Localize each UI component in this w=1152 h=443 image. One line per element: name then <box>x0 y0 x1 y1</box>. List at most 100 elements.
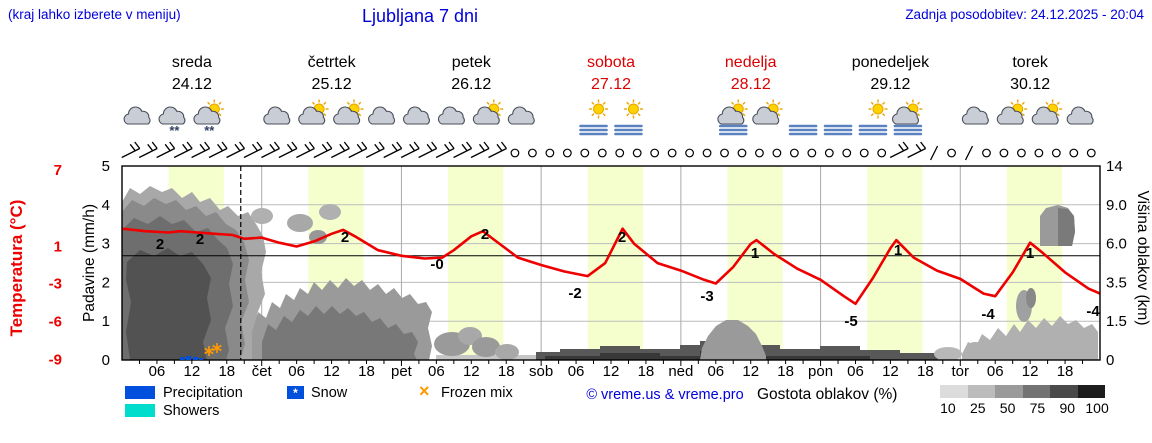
wind-barb <box>400 141 420 159</box>
x-axis-label: čet <box>252 363 273 380</box>
wind-calm <box>632 148 642 158</box>
day-name: ponedeljek <box>852 54 930 71</box>
wind-barb <box>488 141 507 159</box>
wind-calm <box>580 148 590 158</box>
weather-icon-moon-cloud <box>263 102 291 125</box>
x-axis-label: 06 <box>288 363 305 380</box>
wind-calm <box>755 148 764 158</box>
cloud-shape <box>1058 208 1075 246</box>
cloud-density-swatch <box>1077 385 1105 398</box>
temp-tick: -9 <box>49 352 62 369</box>
x-axis-label: sob <box>529 363 553 380</box>
weather-icon-moon-cloud <box>961 102 989 125</box>
wind-calm <box>650 148 660 158</box>
wind-barb <box>453 141 473 159</box>
x-axis-label: 18 <box>1057 363 1074 380</box>
weather-icon-fog-sun <box>858 99 888 136</box>
x-axis-label: 06 <box>428 363 445 380</box>
weather-icon-cloud <box>437 106 465 125</box>
cloud-density-swatch <box>1022 385 1050 398</box>
weather-icon-fog-sun-cloud <box>892 99 923 136</box>
day-name: sobota <box>587 54 635 71</box>
cloud-density-tick: 100 <box>1085 400 1109 416</box>
weather-icon-sun-cloud <box>333 99 364 125</box>
cloud-cover-shapes <box>122 186 1098 360</box>
temp-tick: 7 <box>54 162 62 179</box>
wind-calm <box>859 148 869 158</box>
wind-calm <box>947 148 956 158</box>
cloud-density-tick: 10 <box>940 400 956 416</box>
cloud-height-tick: 1.5 <box>1106 313 1127 330</box>
x-axis-label: 18 <box>358 363 375 380</box>
wind-calm <box>562 148 572 158</box>
wind-barb <box>889 141 909 159</box>
weather-icon-fog-sun-cloud <box>717 99 748 136</box>
x-axis-label: 18 <box>498 363 515 380</box>
temperature-value: 1 <box>1026 245 1034 262</box>
cloud-density-tick: 90 <box>1059 400 1076 416</box>
cloud-density-label: Gostota oblakov (%) <box>757 386 898 403</box>
frozen-mix-mark <box>204 347 214 355</box>
x-axis-label: 12 <box>184 363 201 380</box>
cloud-shape <box>262 306 418 360</box>
showers-swatch <box>125 404 155 417</box>
temperature-value: 1 <box>894 242 902 259</box>
cloud-density-tick: 25 <box>969 400 986 416</box>
x-axis-label: 06 <box>149 363 166 380</box>
x-axis-label: 18 <box>638 363 655 380</box>
svg-text:**: ** <box>204 123 215 138</box>
weather-icon-sun-cloud <box>1031 99 1063 125</box>
wind-calm <box>999 148 1009 158</box>
wind-barb <box>331 141 350 159</box>
day-date: 27.12 <box>591 76 631 93</box>
precip-mark <box>193 357 198 360</box>
precip-mark <box>199 358 203 360</box>
wind-calm <box>528 148 537 158</box>
wind-calm <box>510 148 520 158</box>
frozen-mix-label: Frozen mix <box>441 385 513 401</box>
wind-barb <box>296 141 315 159</box>
day-name: nedelja <box>725 54 777 71</box>
cloud-density-swatch <box>940 385 968 398</box>
x-axis-label: tor <box>952 363 970 380</box>
wind-calm <box>1086 148 1096 158</box>
day-date: 30.12 <box>1010 76 1050 93</box>
frozen-mix-mark <box>212 344 222 352</box>
x-axis-label: ned <box>668 363 693 380</box>
daylight-band <box>448 166 504 360</box>
weather-icon-cloud-snow: ** <box>158 106 186 138</box>
showers-label: Showers <box>163 403 220 419</box>
weather-icon-sun-cloud <box>752 99 783 125</box>
cloud-shape <box>251 208 273 224</box>
weather-icon-fog-moon <box>788 108 818 136</box>
wind-barb <box>243 141 263 159</box>
cloud-density-scale-labels: 10 25 50 75 90 100 <box>933 400 1112 416</box>
credit-link[interactable]: © vreme.us & vreme.pro <box>586 387 744 403</box>
weather-icon-fog-moon <box>823 108 853 136</box>
page-title: Ljubljana 7 dni <box>361 6 479 26</box>
cloud-shape <box>472 337 500 357</box>
precip-tick: 0 <box>102 352 110 369</box>
temperature-value: 2 <box>196 231 204 248</box>
cloud-density-swatch <box>1050 385 1078 398</box>
last-update: Zadnja posodobitev: 24.12.2025 - 20:04 <box>905 7 1144 22</box>
precipitation-label: Precipitation <box>163 385 243 401</box>
wind-barb <box>470 141 490 159</box>
day-date: 25.12 <box>312 76 352 93</box>
daylight-band <box>867 166 923 360</box>
wind-calm <box>807 148 817 158</box>
x-axis-label: 06 <box>987 363 1004 380</box>
wind-calm <box>667 148 677 158</box>
axis-tick-labels: 7 1 -3 -6 -9 5 4 3 2 1 0 14 9.0 6.0 3.5 1.5 0 <box>49 158 1127 369</box>
x-axis-label: pet <box>391 363 413 380</box>
day-name: četrtek <box>308 54 357 71</box>
precip-tick: 3 <box>102 236 110 253</box>
weather-icon-fog-sun <box>614 99 643 136</box>
temperature-value: 2 <box>618 229 626 246</box>
wind-calm <box>737 148 747 158</box>
temperature-value: -2 <box>568 285 581 302</box>
precip-mark <box>186 356 191 360</box>
snow-swatch: * <box>287 386 304 400</box>
snow-label: Snow <box>311 385 348 401</box>
